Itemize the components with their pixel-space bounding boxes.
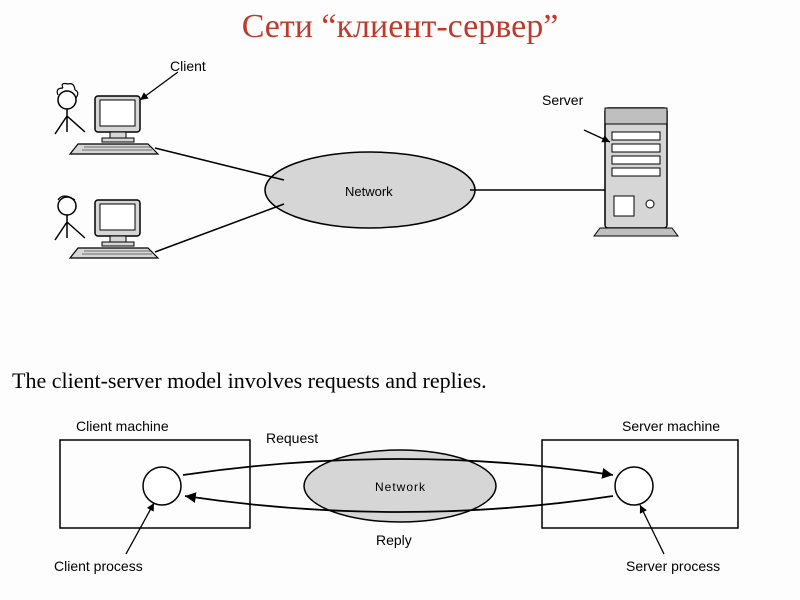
client-machine-label: Client machine: [76, 418, 169, 434]
reply-label: Reply: [376, 532, 412, 548]
client-process-node: [143, 467, 181, 505]
network-label-bottom: Network: [375, 480, 426, 494]
diagram-bottom: [0, 0, 800, 600]
request-label: Request: [266, 430, 318, 446]
server-process-label: Server process: [626, 558, 720, 574]
client-process-label: Client process: [54, 558, 143, 574]
server-machine-label: Server machine: [622, 418, 720, 434]
server-process-node: [615, 467, 653, 505]
